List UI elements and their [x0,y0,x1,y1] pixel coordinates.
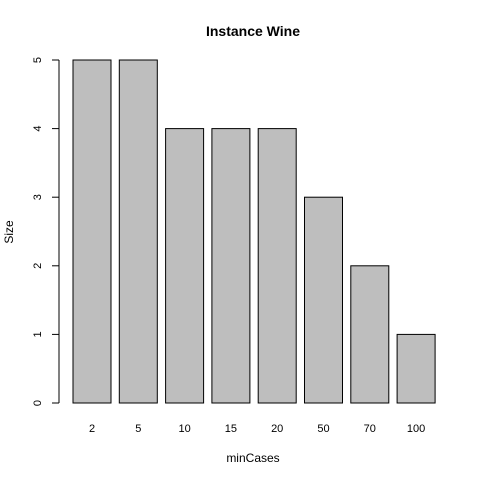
x-axis-label: minCases [226,451,279,465]
bar-20 [257,128,297,404]
y-tick-label: 3 [32,194,44,200]
y-tick-label: 2 [32,263,44,269]
x-tick-label: 15 [225,423,237,435]
x-tick-label: 70 [364,423,376,435]
y-axis-label: Size [2,220,16,244]
x-tick-label: 10 [178,423,190,435]
bar-50 [304,196,343,404]
chart-title: Instance Wine [206,23,300,39]
x-tick-label: 5 [135,423,141,435]
bar-70 [350,265,390,404]
bar-5 [118,59,158,404]
y-tick-label: 5 [32,57,44,63]
bar-2 [72,59,112,404]
bar-100 [396,333,436,404]
y-tick-label: 0 [32,400,44,406]
x-tick-labels: 2 5 10 15 20 50 70 100 [89,423,425,435]
y-axis: 0 1 2 3 4 5 [32,57,60,406]
y-tick-label: 1 [32,331,44,337]
x-tick-label: 20 [271,423,283,435]
x-tick-label: 2 [89,423,95,435]
y-tick-label: 4 [32,126,44,132]
bar-15 [211,128,251,404]
x-tick-label: 50 [317,423,329,435]
bars-group [72,59,436,404]
x-tick-label: 100 [407,423,425,435]
bar-10 [165,128,205,404]
